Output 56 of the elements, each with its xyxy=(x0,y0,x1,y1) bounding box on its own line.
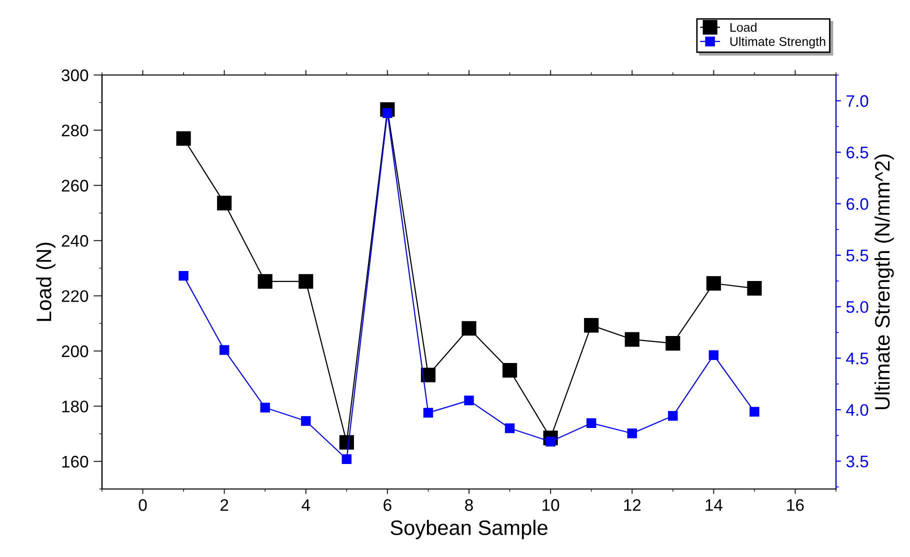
point xyxy=(706,276,721,291)
y-tick-label: 220 xyxy=(62,290,88,302)
point xyxy=(502,363,518,378)
y2-tick-label: 6.0 xyxy=(846,198,868,210)
point xyxy=(464,396,474,406)
point xyxy=(586,418,596,428)
point xyxy=(342,454,352,464)
y2-tick-label: 4.0 xyxy=(846,404,868,416)
x-tick-label: 6 xyxy=(384,499,392,511)
y-tick-label: 280 xyxy=(62,124,88,136)
y-tick-label: 260 xyxy=(62,180,88,192)
point xyxy=(176,131,191,146)
legend-label: Ultimate Strength xyxy=(730,36,826,48)
x-tick-label: 14 xyxy=(706,499,722,511)
point xyxy=(217,196,232,210)
point xyxy=(747,281,762,296)
y2-tick-label: 7.0 xyxy=(846,95,868,107)
point xyxy=(624,332,640,347)
point xyxy=(423,408,434,418)
point xyxy=(339,435,354,450)
point xyxy=(219,345,230,355)
point xyxy=(420,368,436,382)
point xyxy=(178,270,188,281)
point xyxy=(750,406,760,417)
y-tick-label: 160 xyxy=(62,456,88,468)
y2-tick-label: 5.5 xyxy=(846,250,868,262)
y2-tick-label: 4.5 xyxy=(846,352,868,364)
point xyxy=(504,423,515,434)
x-axis-title: Soybean Sample xyxy=(390,520,548,540)
x-tick-label: 4 xyxy=(302,499,310,511)
point xyxy=(708,350,719,360)
x-tick-label: 2 xyxy=(220,499,228,511)
y2-tick-label: 5.0 xyxy=(846,301,868,313)
point xyxy=(301,416,311,426)
point xyxy=(668,411,678,421)
y-axis-title: Load (N) xyxy=(36,242,56,321)
point xyxy=(627,428,637,438)
y2-tick-label: 6.5 xyxy=(846,146,868,158)
point xyxy=(666,336,680,351)
legend-label: Load xyxy=(730,22,756,32)
y-tick-label: 180 xyxy=(62,400,88,412)
point xyxy=(462,321,476,336)
y-tick-label: 240 xyxy=(62,235,88,247)
point xyxy=(298,274,314,289)
x-tick-label: 8 xyxy=(465,499,473,511)
y2-axis-title: Ultimate Strength (N/mm^2) xyxy=(874,154,894,410)
point xyxy=(258,274,272,289)
point xyxy=(260,402,270,413)
y-tick-label: 300 xyxy=(62,69,88,82)
x-tick-label: 10 xyxy=(542,499,560,511)
y2-tick-label: 3.5 xyxy=(846,456,868,468)
x-tick-label: 0 xyxy=(138,499,147,511)
point xyxy=(584,318,599,333)
x-tick-label: 16 xyxy=(787,499,804,511)
x-tick-label: 12 xyxy=(624,499,641,511)
y-tick-label: 200 xyxy=(62,345,88,358)
